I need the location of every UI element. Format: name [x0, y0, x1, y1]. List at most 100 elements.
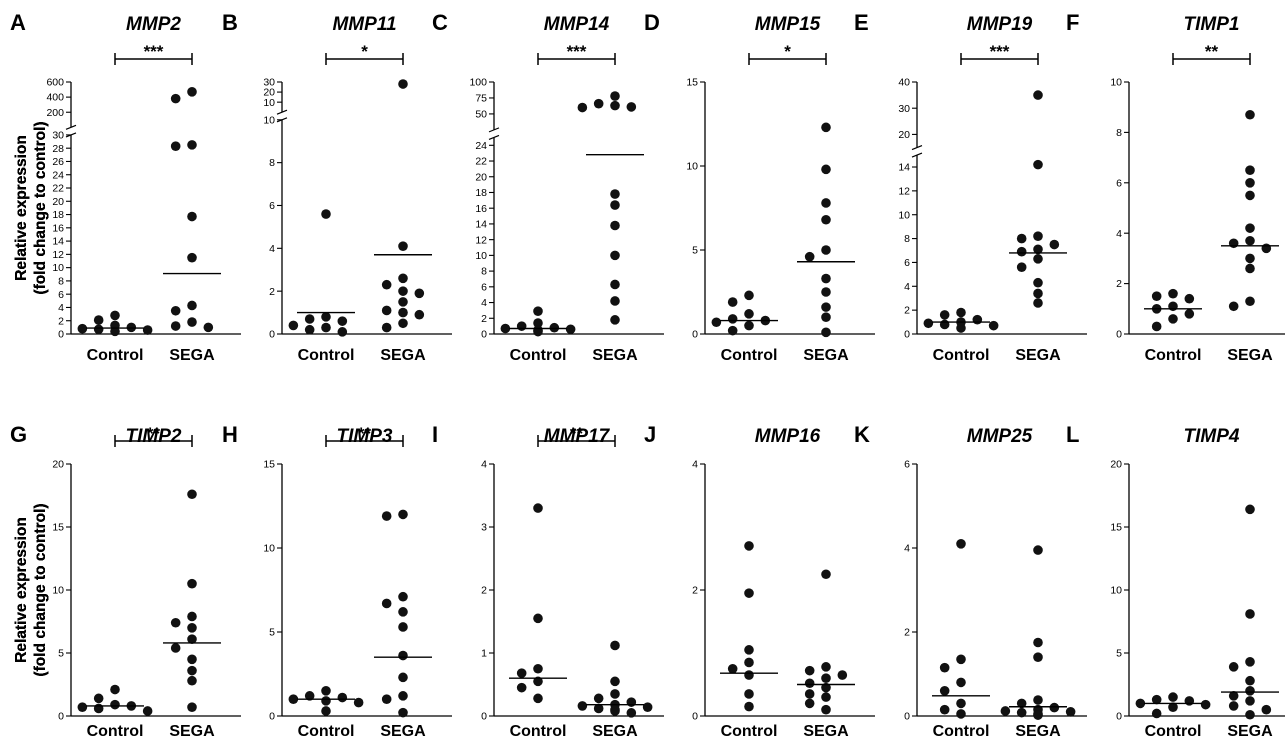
- x-category-label: SEGA: [592, 347, 638, 364]
- y-axis-label: (fold change to control): [32, 121, 49, 294]
- data-point-sega: [821, 312, 831, 323]
- data-point-sega: [1016, 233, 1027, 244]
- data-point-sega: [398, 318, 408, 329]
- data-point-control: [353, 697, 364, 708]
- data-point-sega: [1245, 709, 1255, 720]
- data-point-sega: [381, 305, 392, 316]
- data-point-control: [110, 699, 120, 710]
- data-point-sega: [187, 252, 197, 263]
- data-point-sega: [1033, 288, 1043, 299]
- y-tick-label: 8: [481, 266, 487, 278]
- data-point-control: [110, 310, 120, 321]
- data-point-sega: [1049, 239, 1060, 250]
- y-axis-label: Relative expression: [13, 135, 30, 281]
- y-tick-label: 2: [481, 313, 487, 325]
- data-point-sega: [187, 623, 197, 633]
- x-category-label: Control: [933, 347, 990, 364]
- data-point-sega: [1245, 296, 1255, 307]
- y-tick-label: 2: [1116, 278, 1122, 290]
- y-tick-label: 10: [1110, 585, 1122, 597]
- y-tick-label: 0: [1116, 329, 1122, 341]
- data-point-sega: [170, 643, 181, 653]
- panel-e: E MMP19 Relative expression (fold change to…: [13, 10, 1087, 364]
- x-category-label: SEGA: [1227, 347, 1273, 364]
- y-tick-label: 6: [58, 289, 64, 301]
- data-point-sega: [610, 250, 620, 261]
- data-point-control: [1168, 692, 1178, 702]
- data-point-sega: [398, 286, 408, 296]
- x-category-label: Control: [1145, 723, 1202, 740]
- y-tick-label: 400: [46, 92, 64, 104]
- data-point-sega: [1033, 277, 1043, 288]
- data-point-sega: [821, 214, 831, 225]
- data-point-control: [1200, 699, 1211, 710]
- y-tick-label: 6: [269, 200, 275, 212]
- data-point-control: [939, 310, 950, 320]
- axis-break-mark: [65, 132, 77, 138]
- x-category-label: Control: [298, 347, 355, 364]
- x-category-label: SEGA: [803, 723, 849, 740]
- data-point-control: [533, 318, 543, 328]
- axis-break-mark: [276, 117, 288, 123]
- data-point-control: [288, 320, 299, 331]
- panel-letter: J: [644, 422, 656, 447]
- data-point-sega: [821, 692, 831, 702]
- y-tick-label: 24: [52, 169, 64, 181]
- data-point-sega: [187, 675, 197, 686]
- data-point-control: [533, 306, 543, 316]
- y-axis-label: (fold change to control): [32, 503, 49, 676]
- data-point-sega: [187, 140, 197, 150]
- data-point-sega: [1049, 702, 1060, 713]
- data-point-sega: [170, 305, 181, 316]
- data-point-sega: [626, 708, 637, 718]
- y-tick-label: 16: [52, 222, 64, 234]
- x-category-label: Control: [510, 723, 567, 740]
- y-tick-label: 4: [58, 302, 64, 314]
- x-category-label: SEGA: [380, 347, 426, 364]
- y-tick-label: 4: [1116, 228, 1122, 240]
- data-point-sega: [610, 200, 620, 210]
- y-tick-label: 14: [898, 162, 910, 174]
- data-point-sega: [821, 327, 831, 338]
- data-point-control: [956, 539, 966, 549]
- data-point-sega: [170, 93, 181, 104]
- data-point-sega: [398, 297, 408, 307]
- data-point-sega: [187, 578, 197, 589]
- data-point-control: [337, 692, 348, 703]
- y-tick-label: 1: [481, 648, 487, 660]
- data-point-sega: [1261, 704, 1272, 715]
- data-point-sega: [187, 702, 197, 712]
- axis-break-mark: [911, 144, 923, 151]
- y-axis-label: Relative expression: [13, 135, 30, 281]
- data-point-sega: [577, 102, 588, 113]
- y-axis-label: (fold change to control): [32, 503, 49, 676]
- data-point-sega: [1033, 244, 1043, 255]
- data-point-control: [93, 324, 104, 335]
- y-tick-label: 18: [475, 187, 487, 199]
- y-tick-label: 4: [269, 243, 275, 255]
- y-axis-label: (fold change to control): [32, 121, 49, 294]
- data-point-sega: [398, 691, 408, 701]
- y-tick-label: 14: [52, 236, 64, 248]
- panel-letter: I: [432, 422, 438, 447]
- significance-label: **: [1205, 42, 1219, 61]
- significance-label: **: [570, 424, 584, 443]
- y-tick-label: 10: [686, 161, 698, 173]
- data-point-control: [321, 686, 331, 696]
- y-tick-label: 50: [475, 109, 487, 121]
- y-tick-label: 20: [52, 459, 64, 471]
- y-axis-label: Relative expression: [13, 135, 30, 281]
- y-tick-label: 6: [481, 281, 487, 293]
- data-point-sega: [398, 591, 408, 602]
- y-tick-label: 40: [898, 77, 910, 89]
- x-category-label: Control: [87, 347, 144, 364]
- data-point-control: [533, 693, 543, 704]
- y-tick-label: 30: [52, 130, 64, 142]
- data-point-control: [321, 312, 331, 322]
- data-point-sega: [821, 673, 831, 683]
- axis-break-mark: [911, 152, 923, 158]
- y-axis-label: (fold change to control): [32, 121, 49, 294]
- data-point-sega: [577, 701, 588, 711]
- data-point-sega: [398, 273, 408, 284]
